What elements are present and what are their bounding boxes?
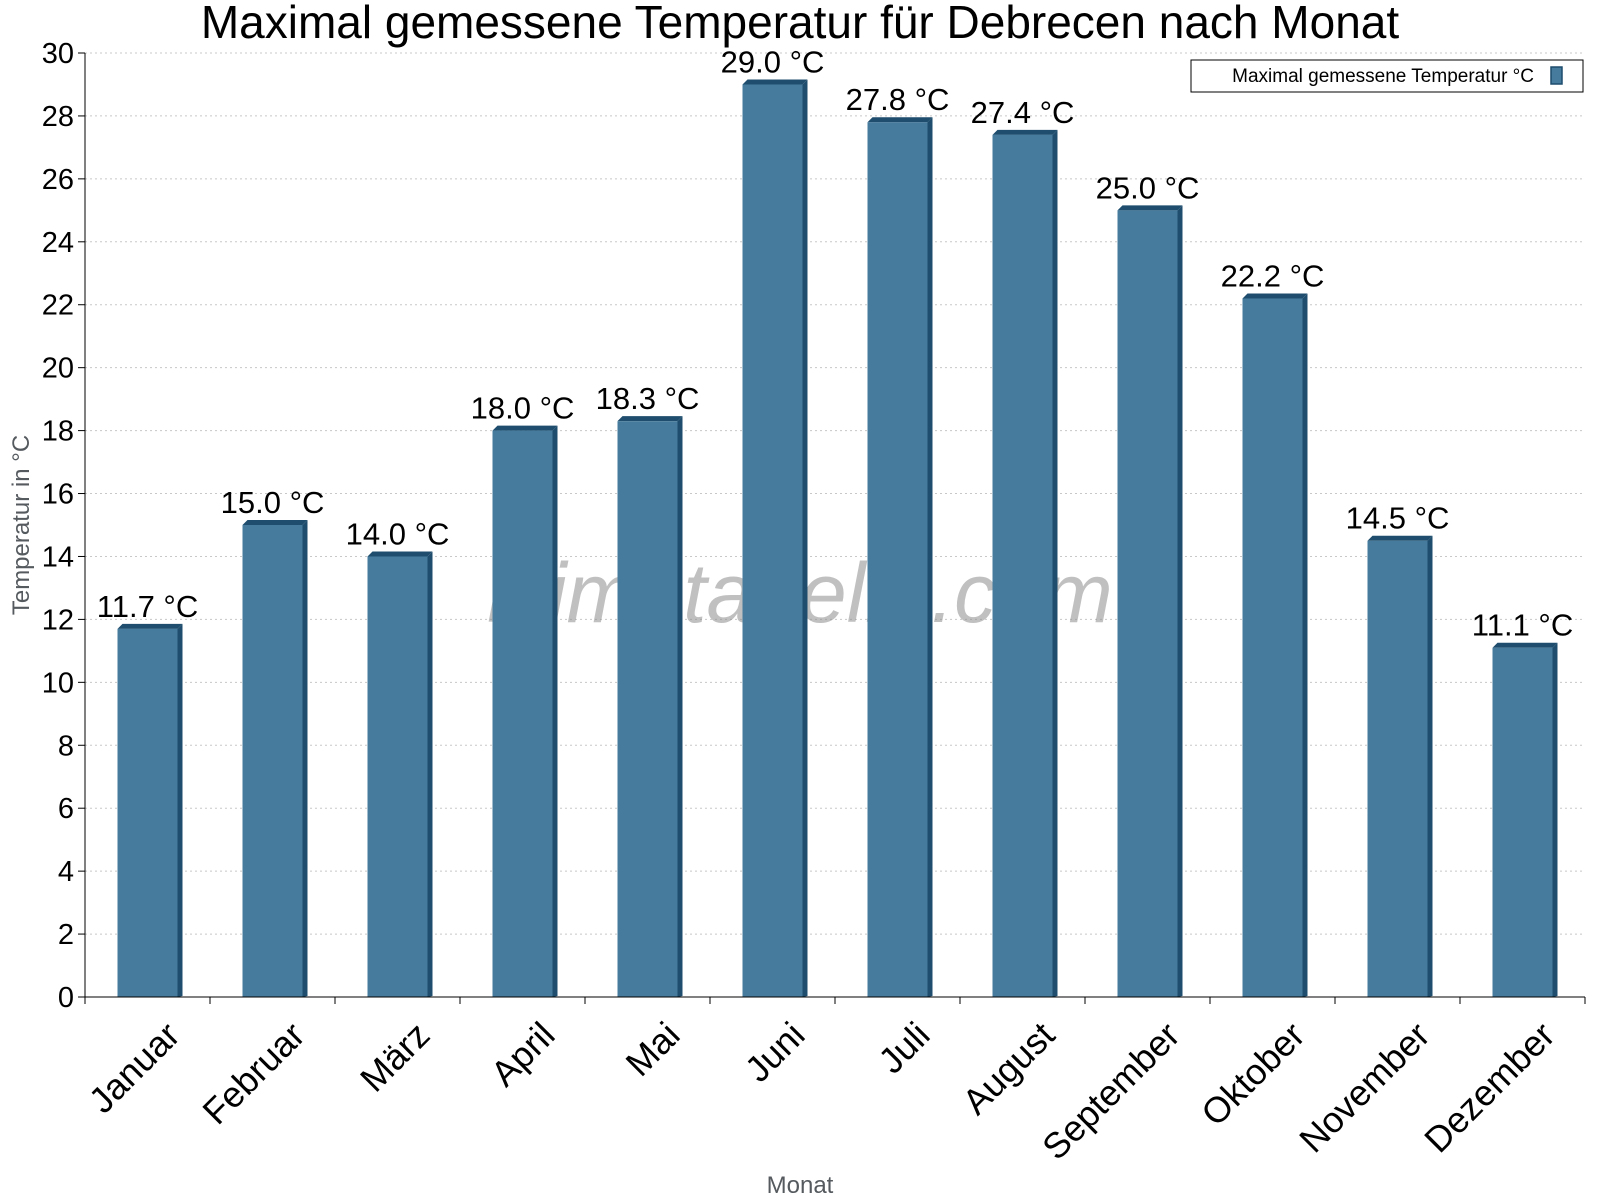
- bar-front: [867, 122, 928, 997]
- y-tick-label: 20: [42, 353, 74, 385]
- bars: [117, 79, 1558, 998]
- y-tick-label: 14: [42, 541, 74, 573]
- bar-juni: [742, 79, 808, 997]
- y-tick-label: 8: [58, 730, 74, 762]
- bar-november: [1367, 535, 1433, 997]
- chart-title: Maximal gemessene Temperatur für Debrece…: [201, 0, 1400, 48]
- bar-side: [1302, 293, 1308, 997]
- value-label: 15.0 °C: [221, 485, 325, 520]
- bar-dezember: [1492, 642, 1558, 997]
- bar-front: [117, 628, 178, 997]
- bar-front: [617, 421, 678, 997]
- y-tick-label: 4: [58, 856, 74, 888]
- bar-side: [1052, 129, 1058, 997]
- value-label: 27.8 °C: [846, 82, 950, 117]
- y-tick-label: 0: [58, 982, 74, 1014]
- bar-front: [1367, 540, 1428, 997]
- bar-side: [802, 79, 808, 997]
- value-label: 11.1 °C: [1472, 608, 1573, 643]
- bar-front: [242, 525, 303, 997]
- y-tick-label: 16: [42, 479, 74, 511]
- bar-front: [1242, 298, 1303, 997]
- legend-label: Maximal gemessene Temperatur °C: [1232, 66, 1534, 87]
- bar-top: [867, 117, 933, 123]
- value-label: 18.3 °C: [596, 381, 700, 416]
- value-label: 14.0 °C: [346, 516, 450, 551]
- bar-januar: [117, 623, 183, 997]
- value-label: 29.0 °C: [721, 44, 825, 79]
- bar-front: [492, 430, 553, 998]
- value-label: 22.2 °C: [1221, 258, 1325, 293]
- bar-side: [677, 416, 683, 997]
- bar-top: [242, 520, 308, 525]
- bar-top: [1492, 642, 1558, 648]
- y-axis-title: Temperatur in °C: [8, 435, 35, 615]
- bar-top: [742, 79, 808, 85]
- bar-august: [992, 129, 1058, 997]
- bar-front: [992, 134, 1053, 997]
- bar-side: [927, 117, 933, 997]
- y-tick-label: 24: [42, 227, 74, 259]
- bar-februar: [242, 520, 308, 997]
- bar-top: [617, 416, 683, 422]
- bar-top: [492, 425, 558, 431]
- y-tick-label: 12: [42, 604, 74, 636]
- bar-mai: [617, 416, 683, 997]
- bar-front: [742, 84, 803, 997]
- y-tick-label: 6: [58, 793, 74, 825]
- value-label: 18.0 °C: [471, 391, 575, 426]
- y-tick-label: 10: [42, 667, 74, 699]
- bar-side: [552, 425, 558, 998]
- value-label: 14.5 °C: [1346, 501, 1450, 536]
- x-axis-title: Monat: [767, 1172, 834, 1199]
- bar-front: [1492, 647, 1553, 997]
- value-label: 25.0 °C: [1096, 170, 1200, 205]
- bar-side: [427, 551, 433, 997]
- bar-top: [1117, 205, 1183, 211]
- bar-top: [992, 129, 1058, 135]
- y-tick-label: 18: [42, 416, 74, 448]
- bar-top: [367, 551, 433, 557]
- y-tick-label: 2: [58, 919, 74, 951]
- legend: Maximal gemessene Temperatur °C: [1190, 59, 1584, 93]
- bar-top: [117, 623, 183, 629]
- value-label: 27.4 °C: [971, 95, 1075, 130]
- y-tick-label: 22: [42, 290, 74, 322]
- y-tick-label: 28: [42, 101, 74, 133]
- legend-box: [1190, 59, 1584, 93]
- y-tick-label: 30: [42, 38, 74, 70]
- bar-märz: [367, 551, 433, 997]
- bar-top: [1367, 535, 1433, 541]
- bar-oktober: [1242, 293, 1308, 997]
- bar-side: [177, 623, 183, 997]
- bar-side: [302, 520, 308, 997]
- bar-top: [1242, 293, 1308, 299]
- bar-front: [1117, 210, 1178, 998]
- bar-side: [1177, 205, 1183, 998]
- y-tick-label: 26: [42, 164, 74, 196]
- legend-swatch: [1550, 66, 1563, 85]
- bar-september: [1117, 205, 1183, 998]
- value-labels: 11.7 °C 15.0 °C 14.0 °C 18.0 °C 18.3 °C 29.0 …: [97, 44, 1573, 642]
- bar-front: [367, 556, 428, 997]
- bar-side: [1552, 642, 1558, 997]
- bar-juli: [867, 117, 933, 997]
- bar-side: [1427, 535, 1433, 997]
- value-label: 11.7 °C: [97, 589, 198, 624]
- gridlines: [85, 52, 1585, 935]
- bar-april: [492, 425, 558, 998]
